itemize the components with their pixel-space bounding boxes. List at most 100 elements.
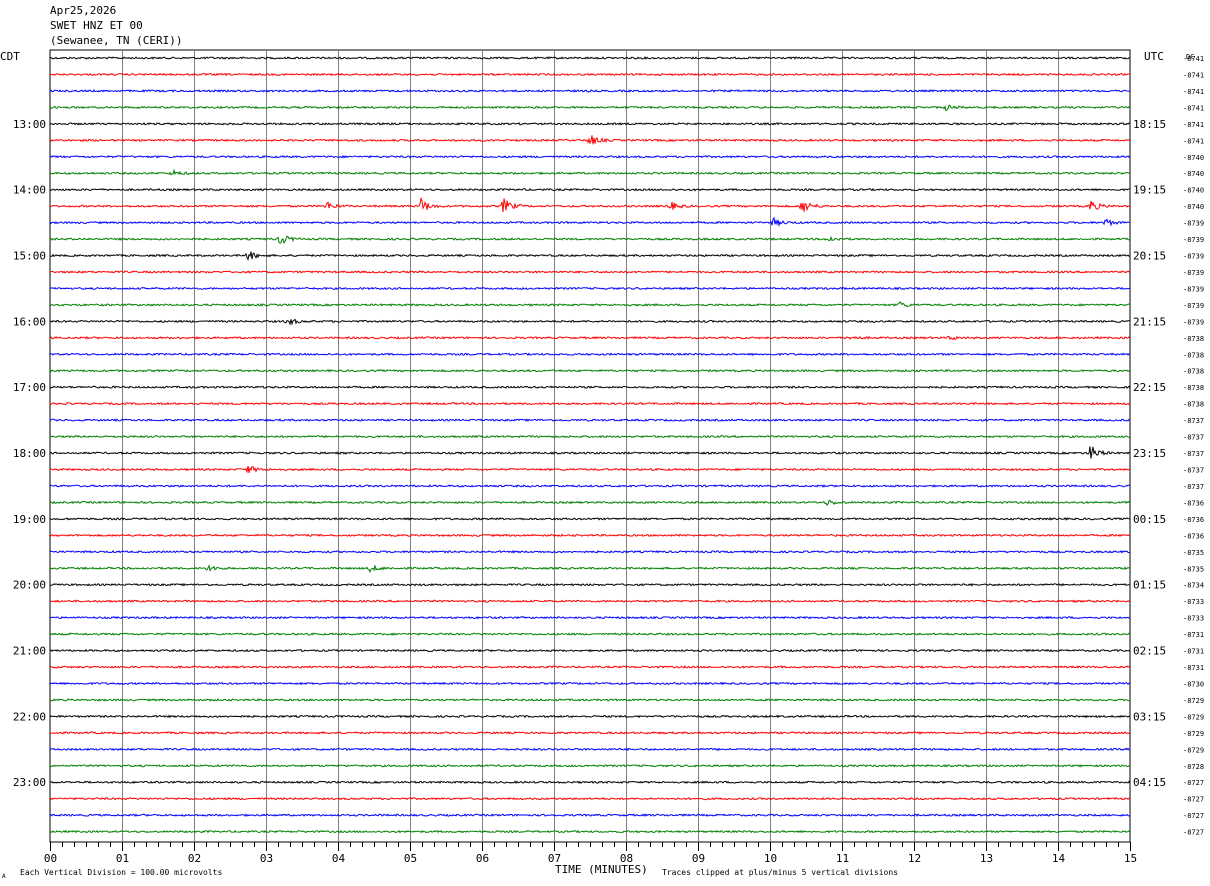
seismic-trace xyxy=(49,681,1131,686)
dc-offset-label: -8739 xyxy=(1183,220,1204,228)
seismic-trace xyxy=(49,813,1131,818)
seismic-traces xyxy=(49,56,1131,834)
right-hour-label: 03:15 xyxy=(1133,710,1166,723)
x-tick-label: 04 xyxy=(332,852,346,865)
right-hour-label: 22:15 xyxy=(1133,381,1166,394)
dc-offset-label: -8737 xyxy=(1183,483,1204,491)
dc-offset-label: -8730 xyxy=(1183,680,1204,688)
seismic-trace xyxy=(49,196,1131,213)
x-tick-label: 02 xyxy=(188,852,201,865)
seismic-trace xyxy=(49,665,1131,669)
x-tick-label: 06 xyxy=(476,852,489,865)
dc-offset-label: -8741 xyxy=(1183,104,1204,112)
dc-offset-label: -8729 xyxy=(1183,713,1204,721)
dc-offset-label: -8737 xyxy=(1183,467,1204,475)
seismic-trace xyxy=(49,235,1131,244)
dc-offset-label: -8727 xyxy=(1183,812,1204,820)
dc-offset-label: -8737 xyxy=(1183,450,1204,458)
seismic-trace xyxy=(49,763,1131,768)
seismic-trace xyxy=(49,465,1131,474)
seismic-trace xyxy=(49,352,1131,357)
dc-offset-label: -8727 xyxy=(1183,829,1204,837)
dc-offset-label: -8736 xyxy=(1183,499,1204,507)
x-tick-label: 12 xyxy=(908,852,921,865)
dc-label: DC xyxy=(1186,53,1194,61)
seismic-trace xyxy=(49,385,1131,390)
dc-offset-label: -8738 xyxy=(1183,335,1204,343)
dc-offset-label: -8738 xyxy=(1183,401,1204,409)
clip-note: Traces clipped at plus/minus 5 vertical … xyxy=(662,868,898,877)
x-tick-label: 11 xyxy=(836,852,849,865)
dc-offset-label: -8739 xyxy=(1183,269,1204,277)
dc-offset-label: -8736 xyxy=(1183,532,1204,540)
seismic-trace xyxy=(49,499,1131,506)
dc-offset-label: -8740 xyxy=(1183,203,1204,211)
dc-offset-label: -8739 xyxy=(1183,302,1204,310)
seismic-trace xyxy=(49,533,1131,538)
seismic-trace xyxy=(49,418,1131,422)
left-hour-label: 23:00 xyxy=(13,776,46,789)
dc-offset-label: -8729 xyxy=(1183,730,1204,738)
dc-offset-label: -8738 xyxy=(1183,384,1204,392)
seismic-trace xyxy=(49,747,1131,752)
dc-offset-label: -8741 xyxy=(1183,121,1204,129)
dc-offset-label: -8733 xyxy=(1183,598,1204,606)
x-tick-label: 09 xyxy=(692,852,705,865)
seismic-trace xyxy=(50,517,1131,521)
x-tick-label: 01 xyxy=(116,852,129,865)
dc-offset-label: -8741 xyxy=(1183,88,1204,96)
seismic-trace xyxy=(49,780,1131,785)
seismic-trace xyxy=(49,714,1131,719)
location-label: (Sewanee, TN (CERI)) xyxy=(50,34,183,47)
corner-mark: A xyxy=(2,873,6,880)
dc-offset-label: -8740 xyxy=(1183,187,1204,195)
dc-offset-label: -8739 xyxy=(1183,236,1204,244)
seismic-trace xyxy=(49,301,1131,308)
dc-offset-label: -8727 xyxy=(1183,796,1204,804)
dc-offset-label: -8738 xyxy=(1183,368,1204,376)
seismic-trace xyxy=(49,121,1131,126)
right-hour-label: 00:15 xyxy=(1133,513,1166,526)
left-hour-label: 14:00 xyxy=(13,184,46,197)
left-hour-label: 15:00 xyxy=(13,250,46,263)
dc-offset-label: -8737 xyxy=(1183,434,1204,442)
left-hour-label: 18:00 xyxy=(13,447,46,460)
axis-labels: 00 01 02 03 04 05 06 07 08 09 10 11 12 13 14 15 -8741 -87… xyxy=(13,55,1204,865)
seismic-trace xyxy=(49,648,1131,653)
dc-offset-label: -8728 xyxy=(1183,763,1204,771)
right-hour-label: 19:15 xyxy=(1133,184,1166,197)
seismic-trace xyxy=(49,829,1131,834)
dc-offset-label: -8731 xyxy=(1183,664,1204,672)
dc-offset-label: -8727 xyxy=(1183,779,1204,787)
right-timezone-label: UTC xyxy=(1144,50,1164,63)
seismic-trace xyxy=(49,564,1131,574)
dc-offset-label: -8731 xyxy=(1183,648,1204,656)
dc-offset-label: -8729 xyxy=(1183,746,1204,754)
seismic-trace xyxy=(49,286,1131,291)
x-tick-label: 00 xyxy=(44,852,57,865)
x-tick-label: 08 xyxy=(620,852,633,865)
dc-offset-label: -8737 xyxy=(1183,417,1204,425)
right-hour-label: 01:15 xyxy=(1133,579,1166,592)
seismic-trace xyxy=(49,335,1131,341)
left-hour-label: 16:00 xyxy=(13,315,46,328)
x-tick-label: 15 xyxy=(1124,852,1137,865)
dc-offset-label: -8741 xyxy=(1183,71,1204,79)
seismic-trace xyxy=(49,270,1131,274)
seismic-trace xyxy=(49,615,1131,620)
seismic-trace xyxy=(49,401,1131,406)
seismic-trace xyxy=(49,582,1131,587)
right-hour-label: 02:15 xyxy=(1133,645,1166,658)
left-hour-label: 13:00 xyxy=(13,118,46,131)
seismic-trace xyxy=(49,434,1131,439)
date-label: Apr25,2026 xyxy=(50,4,117,17)
left-timezone-label: CDT xyxy=(0,50,20,63)
station-label: SWET HNZ ET 00 xyxy=(50,19,143,32)
dc-offset-label: -8731 xyxy=(1183,631,1204,639)
seismic-trace xyxy=(49,56,1131,60)
left-hour-label: 22:00 xyxy=(13,710,46,723)
seismic-trace xyxy=(49,72,1131,77)
plot-frame xyxy=(49,49,1131,843)
dc-offset-label: -8735 xyxy=(1183,565,1204,573)
